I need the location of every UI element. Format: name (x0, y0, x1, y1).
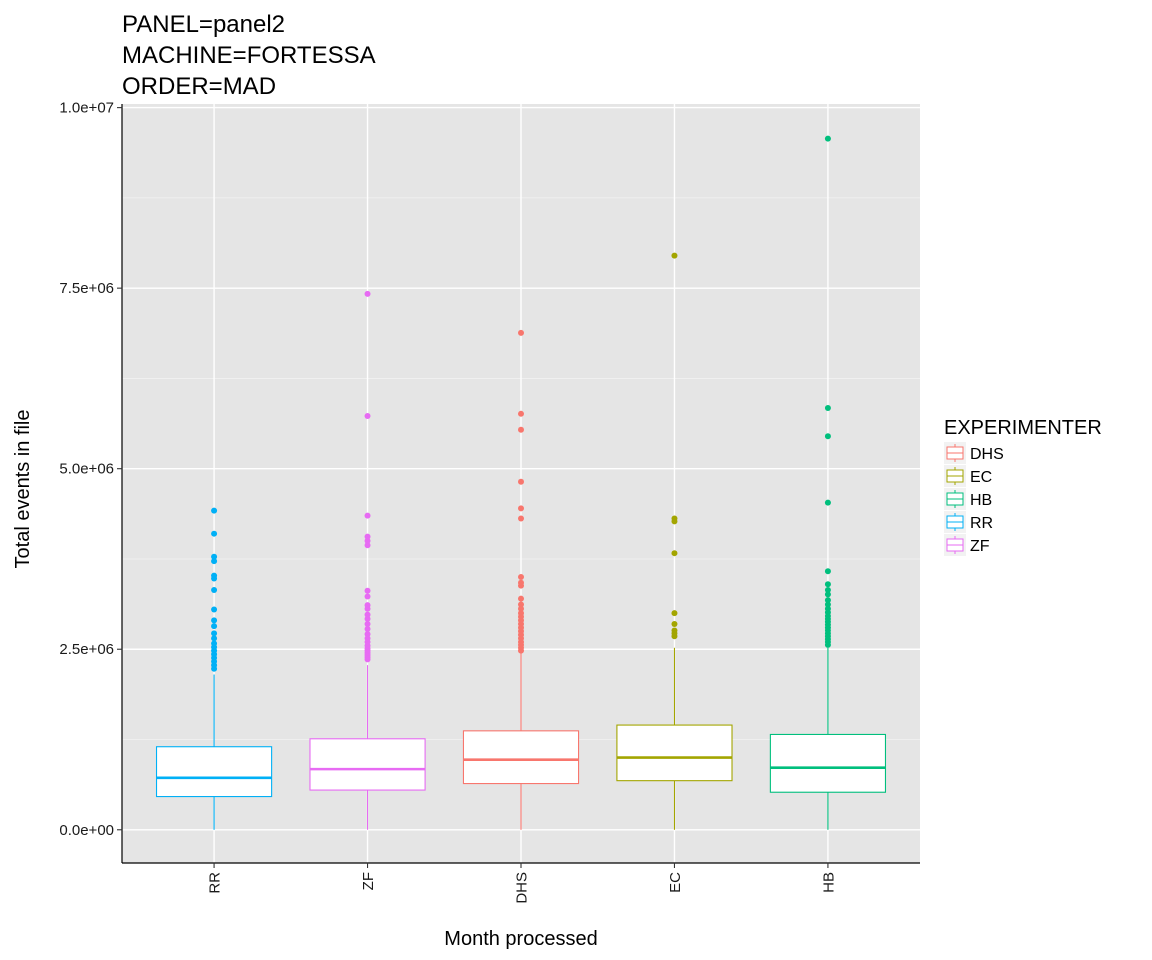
outlier-point (518, 329, 524, 336)
x-axis-title: Month processed (444, 928, 597, 950)
outlier-point (671, 550, 678, 557)
box-ZF (309, 290, 426, 830)
outlier-point (518, 505, 524, 512)
outlier-point (211, 640, 218, 647)
legend-item-rr: RR (944, 511, 993, 533)
box-iqr (616, 724, 733, 782)
box-layer (155, 135, 887, 830)
outlier-point (364, 290, 371, 297)
outlier-point (671, 515, 678, 522)
y-tick-label: 0.0e+00 (59, 822, 114, 839)
y-tick-label: 7.5e+06 (59, 280, 114, 297)
outlier-point (671, 627, 678, 634)
outlier-point (211, 553, 218, 560)
outlier-point (824, 433, 831, 440)
title-line-1: PANEL=panel2 (122, 11, 285, 38)
outlier-point (824, 499, 831, 506)
outlier-point (364, 587, 371, 594)
outlier-point (211, 617, 218, 624)
title-line-3: ORDER=MAD (122, 73, 276, 100)
x-axis-ticks: RR ZF DHS EC HB (207, 863, 837, 904)
box-HB (769, 135, 887, 830)
outlier-point (211, 606, 218, 613)
outlier-point (824, 135, 831, 142)
x-tick-label: EC (667, 872, 684, 893)
title-line-2: MACHINE=FORTESSA (122, 42, 376, 69)
legend-title: EXPERIMENTER (944, 417, 1102, 439)
outlier-point (824, 601, 831, 608)
legend: EXPERIMENTER DHS EC HB RR ZF (944, 417, 1102, 556)
legend-label: ZF (970, 538, 990, 555)
outlier-point (364, 602, 371, 609)
outlier-point (518, 515, 524, 522)
outlier-point (671, 610, 678, 617)
outlier-point (211, 587, 218, 594)
legend-item-hb: HB (944, 488, 992, 510)
outlier-point (364, 631, 371, 638)
y-axis-title: Total events in file (12, 410, 34, 569)
outlier-point (364, 635, 371, 642)
box-EC (616, 252, 733, 830)
outlier-point (211, 558, 218, 565)
x-tick-label: HB (820, 872, 837, 893)
x-tick-label: RR (207, 872, 224, 894)
legend-label: RR (970, 515, 993, 532)
legend-label: EC (970, 469, 992, 486)
x-tick-label: DHS (514, 872, 531, 904)
outlier-point (364, 542, 371, 549)
outlier-point (518, 579, 524, 586)
outlier-point (824, 597, 831, 604)
outlier-point (824, 568, 831, 575)
legend-item-dhs: DHS (944, 442, 1004, 464)
box-iqr (155, 746, 273, 798)
y-tick-label: 2.5e+06 (59, 641, 114, 658)
outlier-point (518, 574, 524, 581)
outlier-point (518, 426, 524, 433)
outlier-point (211, 572, 218, 579)
outlier-point (824, 591, 831, 598)
y-tick-label: 1.0e+07 (59, 100, 114, 117)
outlier-point (364, 611, 371, 618)
legend-label: HB (970, 492, 992, 509)
legend-label: DHS (970, 446, 1004, 463)
outlier-point (671, 252, 678, 259)
outlier-point (518, 410, 524, 417)
x-tick-label: ZF (360, 872, 377, 890)
outlier-point (824, 605, 831, 612)
box-iqr (462, 730, 580, 785)
outlier-point (518, 610, 524, 617)
outlier-point (824, 587, 831, 594)
box-iqr (309, 738, 426, 791)
box-iqr (769, 733, 887, 793)
legend-item-ec: EC (944, 465, 992, 487)
chart-title: PANEL=panel2 MACHINE=FORTESSA ORDER=MAD (122, 11, 376, 100)
outlier-point (518, 605, 524, 612)
y-tick-label: 5.0e+06 (59, 461, 114, 478)
box-RR (155, 507, 273, 830)
outlier-point (211, 623, 218, 630)
legend-item-zf: ZF (944, 534, 990, 556)
outlier-point (824, 581, 831, 588)
outlier-point (364, 615, 371, 622)
outlier-point (364, 537, 371, 544)
outlier-point (824, 405, 831, 412)
y-axis-ticks: 0.0e+00 2.5e+06 5.0e+06 7.5e+06 1.0e+07 (59, 100, 122, 839)
outlier-point (518, 595, 524, 602)
outlier-point (364, 512, 371, 519)
outlier-point (211, 530, 218, 537)
outlier-point (211, 507, 218, 514)
outlier-point (364, 533, 371, 540)
outlier-point (211, 630, 218, 637)
outlier-point (211, 635, 218, 642)
box-DHS (462, 329, 580, 830)
outlier-point (364, 593, 371, 600)
outlier-point (518, 478, 524, 485)
outlier-point (364, 620, 371, 627)
outlier-point (671, 620, 678, 627)
outlier-point (364, 412, 371, 419)
outlier-point (364, 626, 371, 633)
outlier-point (518, 601, 524, 608)
